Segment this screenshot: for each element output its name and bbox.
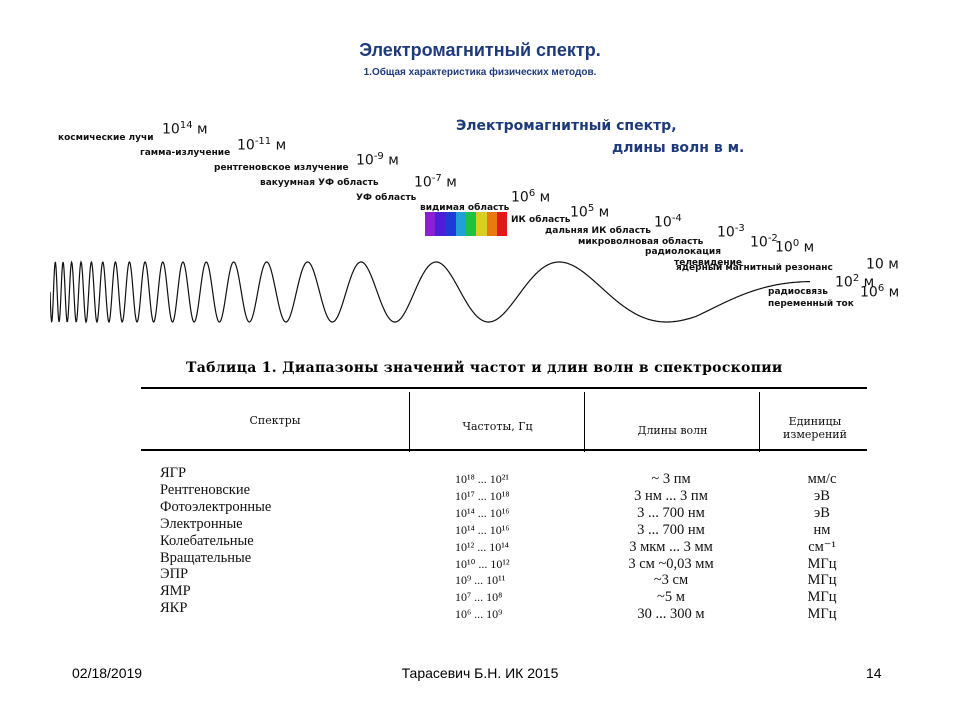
- figure-heading: Электромагнитный спектр,: [456, 118, 677, 134]
- band-wavelength: 10-2: [750, 233, 778, 251]
- table-cell-wavelength: ~5 м: [657, 589, 685, 606]
- band-label: рентгеновское излучение: [214, 163, 349, 173]
- band-label: дальняя ИК область: [545, 226, 651, 236]
- visible-color-band: [476, 212, 487, 236]
- table-cell-wavelength: 3 ... 700 нм: [637, 504, 705, 521]
- table-cell-freq: 10¹⁸ ... 10²¹: [455, 472, 509, 486]
- wave-graphic: [50, 260, 810, 324]
- band-label: телевидение: [674, 258, 743, 268]
- table-cell-freq: 10¹⁴ ... 10¹⁶: [455, 505, 510, 520]
- table-caption: Таблица 1. Диапазоны значений частот и д…: [186, 360, 783, 376]
- table-cell-spectrum: Рентгеновские: [160, 481, 251, 498]
- column-spectra: ЯГР Рентгеновские Фотоэлектронные Электронн…: [160, 465, 271, 617]
- visible-color-band: [425, 212, 436, 236]
- footer-date: 02/18/2019: [72, 665, 143, 681]
- table-cell-wavelength: 3 нм ... 3 пм: [634, 487, 708, 504]
- table-cell-wavelength: ~3 см: [653, 572, 689, 589]
- band-wavelength: 106 м: [511, 188, 551, 206]
- visible-color-band: [496, 212, 507, 236]
- band-wavelength: 105 м: [570, 203, 610, 221]
- band-label: видимая область: [420, 203, 510, 213]
- visible-color-band: [435, 212, 446, 236]
- band-wavelength: 10-4: [654, 213, 682, 231]
- table-cell-freq: 10⁹ ... 10¹¹: [455, 573, 506, 588]
- table-cell-freq: 10¹² ... 10¹⁴: [455, 539, 509, 554]
- band-label: радиосвязь: [768, 287, 829, 297]
- header-spectra: Спектры: [249, 414, 301, 427]
- visible-color-band: [455, 212, 466, 236]
- header-wavelength: Длины волн: [637, 424, 708, 437]
- page-number: 14: [866, 665, 882, 681]
- table-cell-freq: 10¹⁷ ... 10¹⁸: [455, 488, 510, 503]
- band-wavelength: 106 м: [860, 283, 900, 301]
- visible-color-band: [486, 212, 497, 236]
- visible-color-band: [466, 212, 477, 236]
- band-label: УФ область: [356, 193, 417, 203]
- table-cell-wavelength: 3 мкм ... 3 мм: [629, 538, 713, 555]
- column-units: мм/с эВ эВ нм см⁻¹ МГц МГц МГц МГц: [787, 471, 857, 623]
- table-col-divider: [584, 392, 585, 452]
- table-cell-units: МГц: [807, 606, 837, 623]
- slide-subtitle: 1.Общая характеристика физических методо…: [363, 67, 597, 78]
- band-label: гамма-излучение: [140, 148, 231, 158]
- table-cell-wavelength: 30 ... 300 м: [637, 606, 705, 623]
- figure-heading-units: длины волн в м.: [612, 140, 745, 156]
- table-cell-wavelength: 3 ... 700 нм: [637, 521, 705, 538]
- table-cell-freq: 10⁶ ... 10⁹: [455, 607, 503, 622]
- band-wavelength: 10 м: [866, 256, 899, 273]
- table-cell-freq: 10¹⁰ ... 10¹²: [455, 556, 510, 571]
- table-cell-spectrum: Колебательные: [160, 532, 254, 549]
- table-cell-units: нм: [813, 521, 831, 538]
- band-label: космические лучи: [58, 133, 154, 143]
- table-cell-freq: 10¹⁴ ... 10¹⁶: [455, 522, 510, 537]
- table-cell-spectrum: ЯМР: [160, 583, 191, 600]
- table-cell-units: МГц: [807, 572, 837, 589]
- table-header-rule: [141, 449, 867, 451]
- table-cell-units: МГц: [807, 589, 837, 606]
- table-cell-spectrum: Электронные: [160, 515, 243, 532]
- header-frequency: Частоты, Гц: [462, 420, 533, 433]
- band-wavelength: 102 м: [835, 273, 875, 291]
- band-label: переменный ток: [768, 299, 854, 309]
- band-wavelength: 10-11 м: [237, 136, 287, 154]
- column-frequency: 10¹⁸ ... 10²¹ 10¹⁷ ... 10¹⁸ 10¹⁴ ... 10¹⁶ 1…: [455, 471, 510, 623]
- table-col-divider: [409, 392, 410, 452]
- table-cell-wavelength: ~ 3 пм: [651, 471, 691, 487]
- footer-author: Тарасевич Б.Н. ИК 2015: [401, 665, 559, 681]
- band-wavelength: 10-9 м: [356, 151, 399, 169]
- band-label: ИК область: [511, 215, 571, 225]
- wave-path: [50, 260, 810, 324]
- visible-color-band: [445, 212, 456, 236]
- table-col-divider: [759, 392, 760, 452]
- band-label: ядерный магнитный резонанс: [676, 263, 833, 273]
- column-wavelength: ~ 3 пм 3 нм ... 3 пм 3 ... 700 нм 3 ... 700…: [596, 471, 746, 623]
- band-label: микроволновая область: [578, 237, 704, 247]
- band-wavelength: 10-3: [717, 223, 745, 241]
- table-cell-wavelength: 3 см ~0,03 мм: [628, 555, 714, 572]
- header-units: Единицы измерений: [783, 415, 847, 441]
- band-wavelength: 1014 м: [162, 120, 208, 138]
- band-wavelength: 100 м: [775, 238, 815, 256]
- band-label: вакуумная УФ область: [260, 178, 379, 188]
- table-cell-units: МГц: [807, 555, 837, 572]
- table-cell-spectrum: ЯКР: [160, 600, 188, 617]
- table-cell-units: мм/с: [807, 471, 837, 487]
- table-cell-spectrum: Фотоэлектронные: [160, 498, 272, 515]
- visible-spectrum-bar: [425, 212, 507, 236]
- table-cell-spectrum: Вращательные: [160, 549, 252, 566]
- slide-title: Электромагнитный спектр.: [359, 40, 601, 60]
- band-label: радиолокация: [645, 247, 721, 257]
- table-cell-units: см⁻¹: [808, 538, 836, 555]
- table-cell-units: эВ: [814, 504, 830, 521]
- table-cell-spectrum: ЭПР: [160, 566, 189, 583]
- band-wavelength: 10-7 м: [414, 173, 457, 191]
- table-cell-spectrum: ЯГР: [160, 465, 187, 481]
- table-top-rule: [141, 387, 867, 389]
- table-cell-units: эВ: [814, 487, 830, 504]
- table-cell-freq: 10⁷ ... 10⁸: [455, 590, 503, 605]
